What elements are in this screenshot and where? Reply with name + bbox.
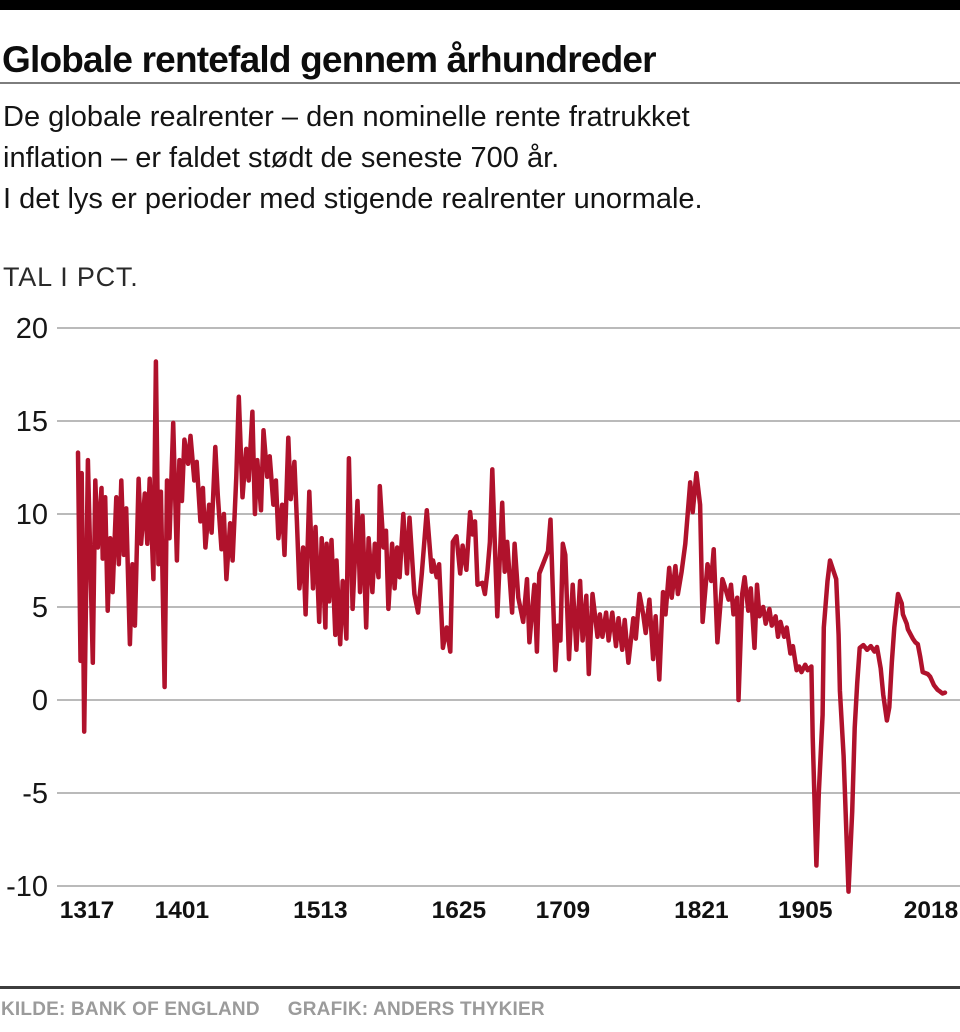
x-tick-label-1709: 1709 — [536, 897, 591, 924]
y-axis-unit-label: TAL I PCT. — [3, 262, 139, 292]
page-title: Globale rentefald gennem århundreder — [2, 38, 657, 80]
realrente-chart-svg: 20 15 10 5 0 -5 -10 1317 1401 1513 1625 1709 1821 190… — [6, 313, 960, 924]
x-tick-label-1625: 1625 — [432, 897, 487, 924]
x-tick-label-1905: 1905 — [778, 897, 833, 924]
source-credit: KILDE: BANK OF ENGLAND — [1, 999, 260, 1020]
title-divider — [0, 82, 960, 84]
footer: KILDE: BANK OF ENGLAND GRAFIK: ANDERS THY… — [1, 999, 959, 1021]
top-black-bar — [0, 0, 960, 10]
y-tick-label-0: 0 — [32, 685, 48, 717]
subtitle-line-3: I det lys er perioder med stigende realr… — [3, 183, 703, 215]
x-tick-label-1821: 1821 — [674, 897, 729, 924]
x-tick-label-2018: 2018 — [904, 897, 959, 924]
x-tick-label-1401: 1401 — [155, 897, 210, 924]
graphic-credit: GRAFIK: ANDERS THYKIER — [287, 999, 545, 1020]
line-chart: 20 15 10 5 0 -5 -10 1317 1401 1513 1625 1709 1821 190… — [0, 280, 960, 940]
y-tick-label-20: 20 — [16, 313, 48, 345]
x-tick-label-1513: 1513 — [293, 897, 348, 924]
y-tick-label-15: 15 — [16, 406, 48, 438]
footer-divider — [0, 986, 960, 989]
chart-subtitle: De globale realrenter – den nominelle re… — [3, 97, 953, 220]
y-tick-label-10: 10 — [16, 499, 48, 531]
subtitle-line-2: inflation – er faldet stødt de seneste 7… — [3, 142, 560, 174]
y-tick-label--5: -5 — [22, 778, 48, 810]
y-tick-label--10: -10 — [6, 871, 48, 903]
realrente-line — [75, 359, 948, 894]
subtitle-line-1: De globale realrenter – den nominelle re… — [3, 101, 690, 133]
x-tick-label-1317: 1317 — [60, 897, 115, 924]
y-tick-label-5: 5 — [32, 592, 48, 624]
